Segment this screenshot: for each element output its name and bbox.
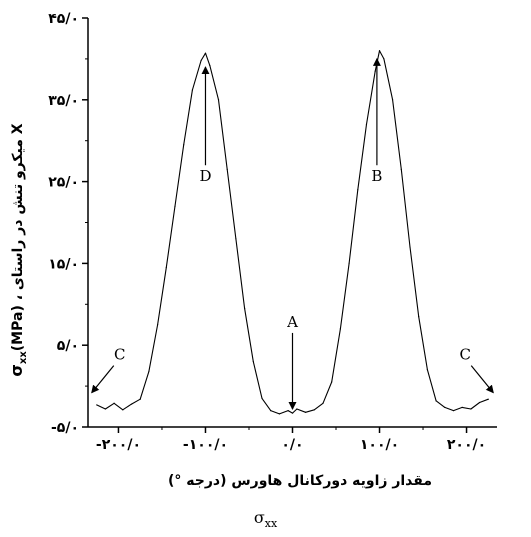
stress-data-point xyxy=(183,144,185,146)
stress-data-point xyxy=(200,59,202,62)
stress-chart: σxx(MPa) ، میکرو تنش در راستای X مقدار ز… xyxy=(7,11,497,489)
annotation-label: B xyxy=(371,167,382,185)
stress-data-point xyxy=(461,406,463,408)
stress-data-point xyxy=(174,205,176,207)
stress-data-point xyxy=(204,52,207,54)
stress-data-point xyxy=(409,246,411,248)
annotation-label: C xyxy=(114,346,125,364)
stress-data-point xyxy=(191,89,194,91)
stress-data-point xyxy=(209,64,211,67)
stress-data-point xyxy=(339,328,341,330)
stress-data-point xyxy=(130,403,133,405)
y-tick-label: ۴۵/۰ xyxy=(48,11,79,27)
stress-data-point xyxy=(157,324,159,326)
stress-data-point xyxy=(313,409,315,411)
stress-data-point xyxy=(122,409,124,411)
stress-data-point xyxy=(444,406,446,408)
stress-data-point xyxy=(435,400,437,402)
stress-data-point xyxy=(400,168,402,170)
stress-data-point xyxy=(331,381,333,383)
stress-data-point xyxy=(139,398,141,400)
y-tick-label: -۵/۰ xyxy=(51,420,79,436)
annotation-label: C xyxy=(460,346,471,364)
stress-data-point xyxy=(165,266,167,269)
figure-caption: σxx xyxy=(0,508,531,530)
stress-data-point xyxy=(374,70,376,72)
y-axis-title-text: (MPa) ، میکرو تنش در راستای X xyxy=(10,123,26,351)
stress-data-point xyxy=(113,402,115,404)
stress-data-point xyxy=(296,408,298,410)
annotation-label: A xyxy=(286,313,298,331)
stress-data-point xyxy=(487,398,489,400)
stress-data-point xyxy=(244,307,246,309)
x-tick-label: ۰/۰ xyxy=(281,437,303,453)
y-tick-label: ۲۵/۰ xyxy=(48,175,79,191)
stress-data-point xyxy=(252,360,254,363)
y-axis-title-subscript: xx xyxy=(18,351,29,364)
y-tick-label: ۳۵/۰ xyxy=(48,93,79,109)
stress-data-point xyxy=(383,58,385,60)
stress-data-point xyxy=(357,189,359,191)
stress-data-point xyxy=(470,408,472,410)
stress-data-point xyxy=(322,402,324,404)
stress-data-point xyxy=(235,238,237,240)
stress-data-point xyxy=(391,99,394,101)
caption-subscript: xx xyxy=(264,517,278,531)
stress-data-point xyxy=(278,413,281,415)
stress-data-point xyxy=(261,397,263,399)
y-tick-label: ۱۵/۰ xyxy=(48,256,79,272)
x-tick-label: ۲۰۰/۰ xyxy=(447,437,486,453)
stress-data-point xyxy=(148,370,150,372)
caption-symbol: σ xyxy=(253,508,265,527)
stress-data-point xyxy=(418,315,420,318)
x-axis-title: مقدار زاویه دورکانال هاورس (درجه °) xyxy=(168,473,432,489)
stress-data-point xyxy=(478,401,481,404)
stress-data-point xyxy=(287,410,289,412)
stress-data-point xyxy=(348,262,350,264)
x-tick-label: -۲۰۰/۰ xyxy=(96,437,141,453)
stress-data-point xyxy=(378,50,381,52)
annotation-arrow xyxy=(470,365,494,394)
x-tick-label: -۱۰۰/۰ xyxy=(183,437,228,453)
stress-data-point xyxy=(270,410,272,412)
stress-data-point xyxy=(291,412,294,414)
y-axis-title: σxx(MPa) ، میکرو تنش در راستای X xyxy=(7,123,29,376)
stress-data-point xyxy=(217,99,220,101)
y-axis-title-sigma: σ xyxy=(7,364,26,376)
stress-data-point xyxy=(96,404,98,406)
svg-text:σxx(MPa) ، میکرو تنش در راستای: σxx(MPa) ، میکرو تنش در راستای X xyxy=(7,123,29,376)
stress-data-point xyxy=(304,411,307,413)
annotation-arrow xyxy=(91,365,115,394)
stress-data-point xyxy=(365,123,368,125)
stress-data-point xyxy=(452,410,455,412)
y-tick-label: ۵/۰ xyxy=(57,338,79,354)
stress-data-point xyxy=(104,408,107,410)
x-tick-label: ۱۰۰/۰ xyxy=(360,437,399,453)
stress-data-point xyxy=(226,168,228,170)
annotation-label: D xyxy=(199,167,211,185)
stress-data-point xyxy=(426,369,428,371)
